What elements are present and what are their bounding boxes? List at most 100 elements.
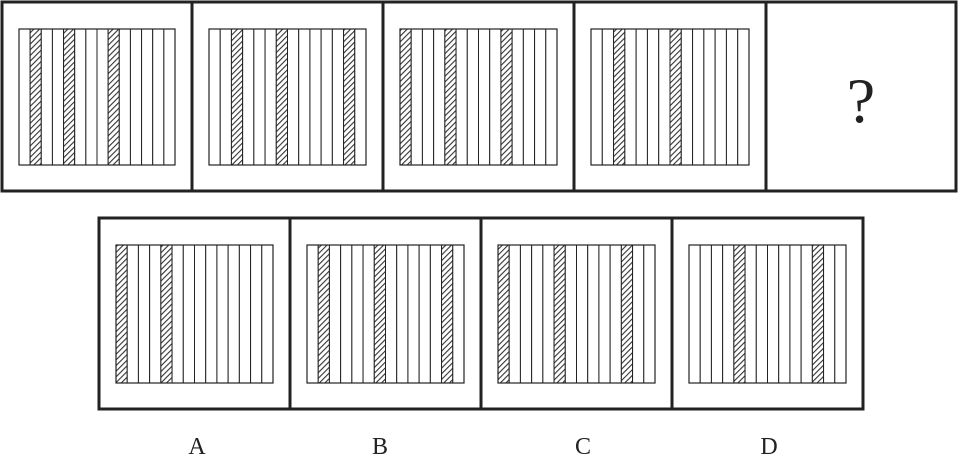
shaded-stripe [500,28,513,166]
option-panel-outline [115,244,274,384]
option-label-d: D [760,434,778,460]
stripe [309,28,322,166]
stripe [96,28,109,166]
stripe [609,244,622,384]
stripe [710,244,724,384]
stripe [163,28,176,166]
stripe [18,28,31,166]
stripe [306,244,319,384]
option-label-c: C [574,434,591,460]
stripe [238,244,252,384]
option-c[interactable] [479,216,674,411]
stripe [250,244,263,384]
stripe [489,28,502,166]
stripe [643,244,656,384]
shaded-stripe [399,28,412,166]
stripe [261,244,274,384]
stripe [632,244,645,384]
shaded-stripe [63,28,76,166]
stripe [452,244,465,384]
stripe [800,244,813,384]
shaded-stripe [115,244,128,384]
stripe [429,244,443,384]
stripe [531,244,544,384]
stripe [182,244,195,384]
stripe [598,244,611,384]
shaded-stripe [669,28,682,166]
option-b[interactable] [288,216,483,411]
stripe [362,244,375,384]
shaded-stripe [553,244,566,384]
stripe [320,28,333,166]
stripe [137,244,151,384]
shaded-stripe [107,28,120,166]
stripe [725,28,739,166]
stripe [253,28,266,166]
option-d[interactable] [670,216,865,411]
stripe [511,28,524,166]
unknown-cell: ? [764,0,958,193]
stripe [601,28,615,166]
shaded-stripe [373,244,387,384]
shaded-stripe [733,244,746,384]
stripe [74,28,87,166]
stripe [298,28,311,166]
stripe [129,28,143,166]
option-label-a: A [188,434,206,460]
shaded-stripe [441,244,454,384]
stripe [216,244,229,384]
option-a[interactable] [97,216,292,411]
stripe [542,244,555,384]
stripe [576,244,589,384]
shaded-stripe [444,28,457,166]
stripe [40,28,53,166]
sequence-cell-panel-outline [18,28,176,166]
stripe [85,28,98,166]
stripe [331,28,345,166]
shaded-stripe [497,244,510,384]
stripe [714,28,727,166]
stripe [722,244,735,384]
stripe [51,28,65,166]
shaded-stripe [613,28,626,166]
stripe [194,244,207,384]
stripe [624,28,637,166]
stripe [385,244,398,384]
shaded-stripe [29,28,42,166]
stripe [635,28,648,166]
sequence-cell-panel-outline [399,28,558,166]
stripe [141,28,154,166]
stripe [328,244,342,384]
stripe [410,28,423,166]
stripe [152,28,165,166]
stripe [171,244,184,384]
stripe [421,28,435,166]
stripe [680,28,694,166]
shaded-stripe [275,28,289,166]
stripe [287,28,300,166]
stripe [227,244,240,384]
shaded-stripe [620,244,634,384]
stripe [351,244,364,384]
stripe [744,244,757,384]
sequence-cell-panel-outline [590,28,750,166]
stripe [219,28,232,166]
stripe [703,28,716,166]
sequence-cell-2 [190,0,385,193]
sequence-cell-panel-outline [208,28,367,166]
shaded-stripe [317,244,330,384]
stripe [522,28,536,166]
stripe [396,244,409,384]
stripe [126,244,139,384]
option-panel-outline [688,244,847,384]
stripe [823,244,836,384]
stripe [699,244,712,384]
option-panel-outline [306,244,465,384]
stripe [767,244,780,384]
sequence-cell-3 [381,0,576,193]
stripe [264,28,277,166]
stripe [778,244,791,384]
stripe [834,244,847,384]
stripe [466,28,480,166]
options-row [97,216,865,411]
